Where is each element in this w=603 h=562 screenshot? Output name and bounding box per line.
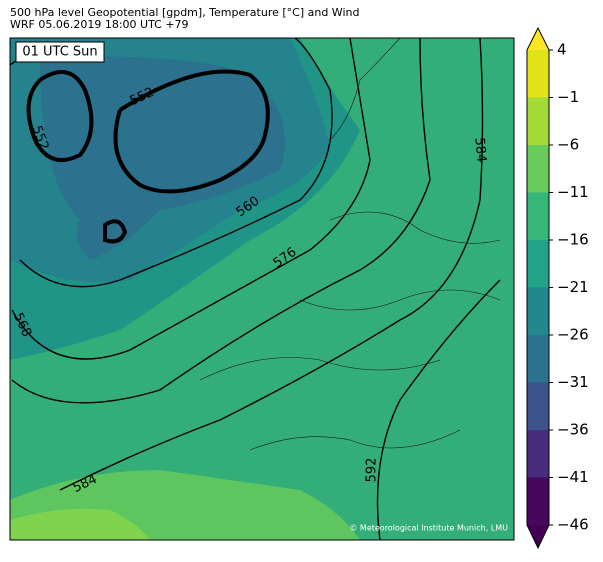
colorbar: 4 −1 −6 −11 −16 −21 −26 −31 −36 −41 −46 <box>526 26 589 550</box>
colorbar-band <box>527 335 549 383</box>
colorbar-tick-label: −6 <box>557 136 579 154</box>
colorbar-tick-label: −16 <box>557 231 589 249</box>
colorbar-tick-label: −31 <box>557 373 589 391</box>
map-frame <box>9 37 515 541</box>
colorbar-tick-label: 4 <box>557 41 567 59</box>
colorbar-band <box>527 287 549 335</box>
contour-552 <box>26 69 270 244</box>
time-box <box>15 41 105 63</box>
cold-core <box>40 56 285 260</box>
colorbar-band <box>527 240 549 288</box>
colorbar-band <box>527 192 549 240</box>
credit: © Meteorological Institute Munich, LMU <box>349 524 508 533</box>
colorbar-tick-label: −21 <box>557 278 589 296</box>
colorbar-extend-min <box>527 525 549 548</box>
colorbar-tick-label: −1 <box>557 88 579 106</box>
colorbar-tick-label: −36 <box>557 421 589 439</box>
colorbar-tick-label: −11 <box>557 183 589 201</box>
colorbar-band <box>527 382 549 430</box>
colorbar-tick-label: −46 <box>557 516 589 534</box>
colorbar-band <box>527 50 549 98</box>
subtitle: WRF 05.06.2019 18:00 UTC +79 <box>10 18 189 31</box>
contour-label: 584 <box>471 137 488 163</box>
warm-area <box>10 508 150 540</box>
colorbar-band <box>527 430 549 478</box>
contour-label: 592 <box>365 458 380 483</box>
time-label: 01 UTC Sun <box>22 45 97 60</box>
map: 01 UTC Sun 552 552 560 576 568 584 584 5… <box>9 37 515 541</box>
colorbar-band <box>527 97 549 145</box>
contours <box>10 38 501 540</box>
colorbar-tick-label: −41 <box>557 468 589 486</box>
colorbar-band <box>527 477 549 525</box>
colorbar-extend-max <box>527 28 549 50</box>
colorbar-tick-label: −26 <box>557 326 589 344</box>
colorbar-band <box>527 145 549 193</box>
title: 500 hPa level Geopotential [gpdm], Tempe… <box>10 6 359 19</box>
borders <box>199 38 501 451</box>
